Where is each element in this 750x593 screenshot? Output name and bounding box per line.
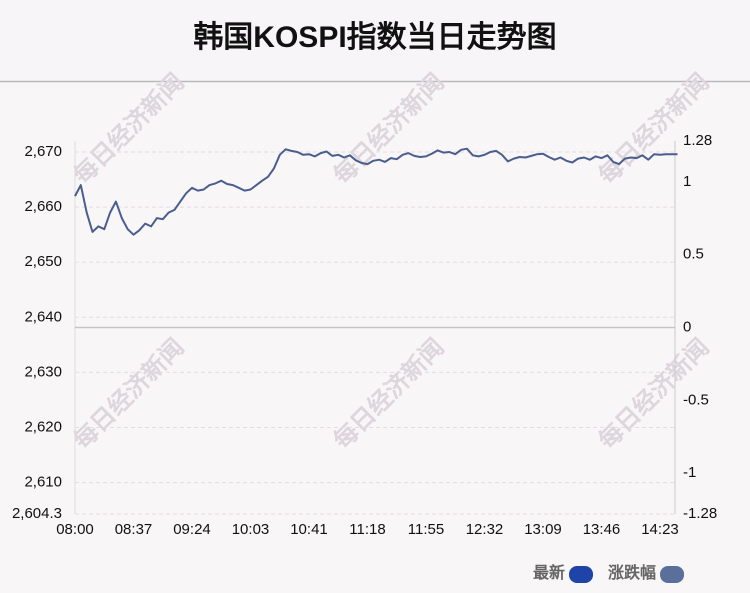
y-tick-label: 2,620 [24, 418, 62, 435]
x-tick-label: 11:18 [349, 521, 385, 538]
watermark: 每日经济新闻 [68, 68, 190, 190]
watermark: 每日经济新闻 [328, 68, 450, 190]
y2-tick-label: 1.28 [683, 132, 712, 149]
legend-swatch [569, 566, 594, 583]
x-tick-label: 14:23 [641, 521, 679, 538]
y-tick-label: 2,660 [24, 198, 62, 215]
legend-label: 涨跌幅 [608, 563, 656, 582]
watermark: 每日经济新闻 [593, 68, 715, 190]
header [0, 0, 750, 81]
y2-tick-label: 1 [683, 173, 691, 190]
x-tick-label: 09:24 [173, 521, 211, 538]
chart-title: 韩国KOSPI指数当日走势图 [193, 21, 556, 54]
y-tick-label: 2,640 [24, 308, 62, 325]
x-tick-label: 08:37 [115, 521, 153, 538]
x-tick-label: 08:00 [56, 521, 94, 538]
y2-tick-label: -1.28 [683, 505, 717, 522]
y2-tick-label: -1 [683, 464, 696, 481]
y-tick-label: 2,610 [24, 474, 62, 491]
y2-tick-label: 0 [683, 318, 691, 335]
y2-tick-label: 0.5 [683, 246, 704, 263]
y-tick-label: 2,650 [24, 253, 62, 270]
x-tick-label: 12:32 [466, 521, 504, 538]
price-line [74, 147, 678, 236]
y-tick-label: 2,630 [24, 363, 62, 380]
y2-tick-label: -0.5 [683, 391, 709, 408]
legend-swatch [660, 566, 685, 583]
y-tick-label: 2,670 [24, 143, 62, 160]
x-tick-label: 10:41 [290, 521, 328, 538]
legend-label: 最新 [533, 563, 565, 582]
x-tick-label: 13:46 [583, 521, 621, 538]
watermark: 每日经济新闻 [68, 333, 190, 455]
x-tick-label: 11:55 [408, 521, 444, 538]
watermark: 每日经济新闻 [328, 333, 450, 455]
x-tick-label: 13:09 [524, 521, 562, 538]
x-tick-label: 10:03 [232, 521, 270, 538]
y-tick-label: 2,604.3 [12, 505, 62, 522]
